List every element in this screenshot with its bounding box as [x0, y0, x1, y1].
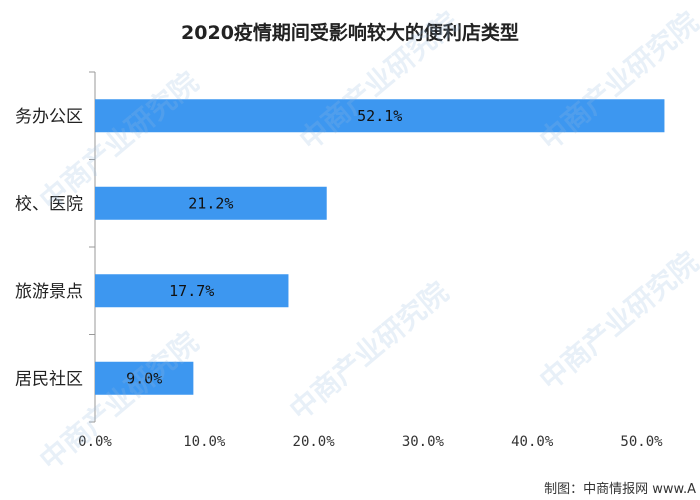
x-tick-label: 10.0% [183, 434, 226, 450]
x-tick-label: 50.0% [620, 434, 663, 450]
x-tick-label: 20.0% [293, 434, 336, 450]
source-note: 制图：中商情报网 www.A [544, 482, 696, 497]
x-tick-label: 0.0% [78, 434, 112, 450]
bar [95, 274, 289, 308]
bar-value-label: 52.1% [357, 107, 402, 125]
bar-value-label: 21.2% [188, 194, 233, 212]
category-label: 校、医院 [15, 194, 83, 214]
category-label: 居民社区 [15, 369, 83, 389]
bar-value-label: 17.7% [169, 282, 214, 300]
bar [95, 361, 194, 395]
category-label: 旅游景点 [15, 282, 83, 302]
x-tick-label: 40.0% [511, 434, 554, 450]
x-tick-label: 30.0% [402, 434, 445, 450]
bar [95, 186, 327, 220]
chart-title: 2020疫情期间受影响较大的便利店类型 [181, 22, 519, 44]
category-label: 务办公区 [15, 107, 83, 127]
bar-value-label: 9.0% [126, 369, 162, 387]
bar [95, 99, 665, 133]
